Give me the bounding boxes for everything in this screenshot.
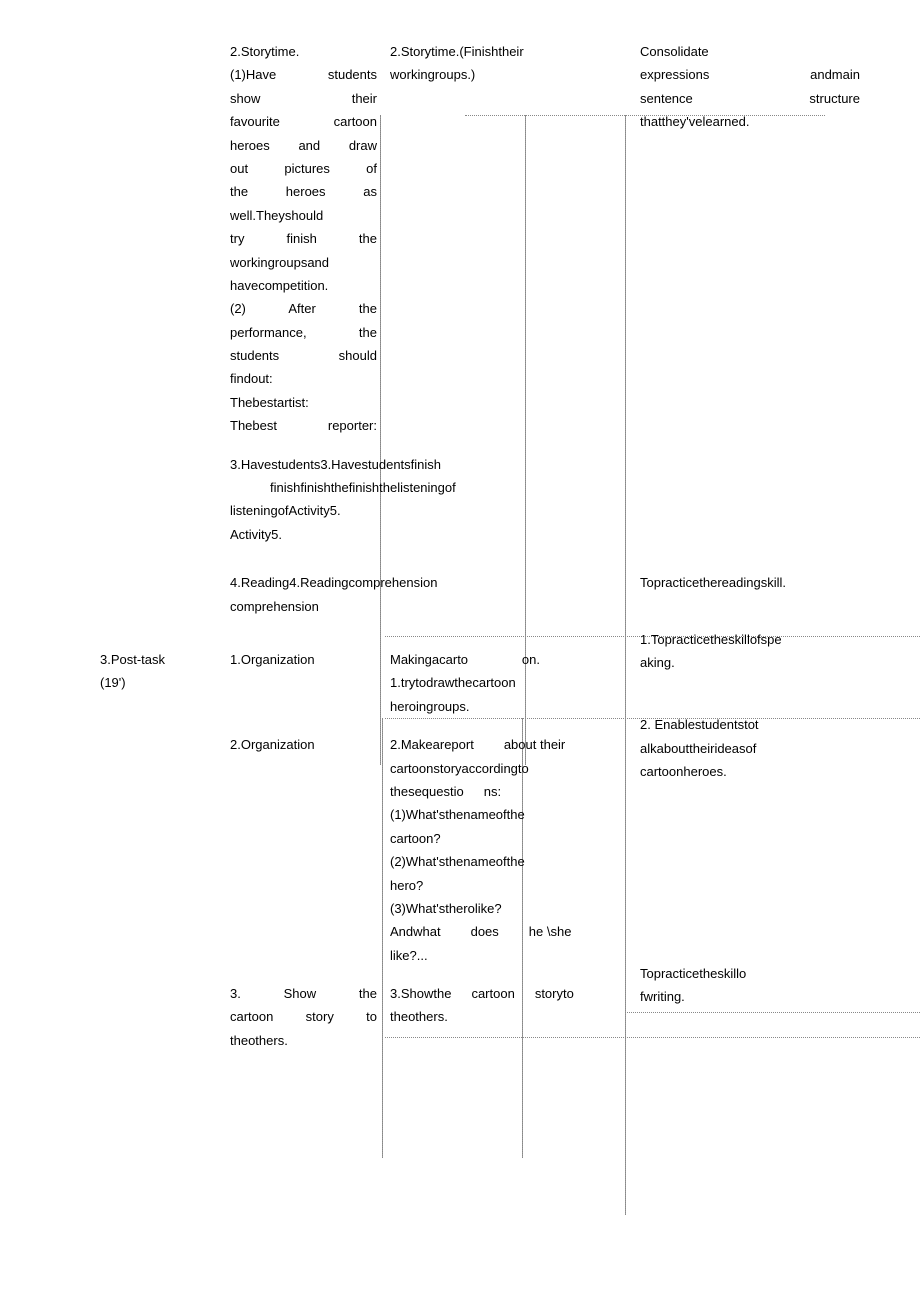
purpose: 2. Enablestudentstot alkabouttheirideaso… <box>625 713 860 967</box>
text-line: on. <box>522 648 540 671</box>
purpose: Topracticetheskillo fwriting. <box>625 962 860 1052</box>
text-line: Consolidate <box>640 40 860 63</box>
text-line: 2. Enablestudentstot <box>640 713 860 736</box>
section-posttask-2: 2.Organization 2.Makeareport about their… <box>100 733 860 967</box>
text-line: 3.Showthe <box>390 982 451 1005</box>
text-line: cartoon? <box>390 827 615 850</box>
text-line: 1.Topracticetheskillofspe <box>640 628 860 651</box>
text-line: heroingroups. <box>390 695 615 718</box>
text-line: aking. <box>640 651 860 674</box>
text-line: Topracticetheskillo <box>640 962 860 985</box>
text-line: about their <box>504 733 565 756</box>
text-line: heroes and draw <box>230 134 377 157</box>
text-line: cartoonstoryaccordingto <box>390 757 615 780</box>
text-line: Thebestartist: <box>230 391 377 414</box>
text-line: 1.trytodrawthecartoon <box>390 671 615 694</box>
teacher-activity: 2.Storytime. (1)Have students show their… <box>230 40 385 438</box>
text-line: 1.Organization <box>230 648 377 671</box>
text-line: 2.Storytime.(Finishtheir <box>390 40 615 63</box>
text-line: thesequestio <box>390 780 464 803</box>
purpose: 1.Topracticetheskillofspe aking. <box>625 628 860 718</box>
text-line: (3)What'stherolike? <box>390 897 615 920</box>
text-line: like?... <box>390 944 615 967</box>
student-activity: Makingacarto on. 1.trytodrawthecartoon h… <box>385 648 625 718</box>
text-line: finishfinishthefinishthelisteningof <box>230 476 617 499</box>
text-line: does <box>471 920 499 943</box>
teacher-activity: 1.Organization <box>230 648 385 718</box>
text-line: out pictures of <box>230 157 377 180</box>
text-line: (2) After the <box>230 297 377 320</box>
text-line: 2.Organization <box>230 733 377 756</box>
text-line: theothers. <box>390 1005 615 1028</box>
text-line: cartoonheroes. <box>640 760 860 783</box>
text-line: try finish the <box>230 227 377 250</box>
text-line: storyto <box>535 982 574 1005</box>
text-line: well.Theyshould <box>230 204 377 227</box>
text-line: hero? <box>390 874 615 897</box>
section-reading: 4.Reading4.Readingcomprehension comprehe… <box>100 571 860 618</box>
activity-merged: 4.Reading4.Readingcomprehension comprehe… <box>230 571 625 618</box>
text-line: Andwhat <box>390 920 441 943</box>
activity-merged: 3.Havestudents3.Havestudentsfinish finis… <box>230 453 625 547</box>
text-line: havecompetition. <box>230 274 377 297</box>
text-line: 3.Post-task <box>100 648 220 671</box>
text-line: sentence structure <box>640 87 860 110</box>
text-line: 4.Reading4.Readingcomprehension <box>230 571 617 594</box>
section-storytime: 2.Storytime. (1)Have students show their… <box>100 40 860 438</box>
stage-label: 3.Post-task (19') <box>100 648 230 718</box>
text-line: thatthey'velearned. <box>640 110 860 133</box>
teacher-activity: 3. Show the cartoon story to theothers. <box>230 982 385 1052</box>
student-activity: 3.Showthe cartoon storyto theothers. <box>385 982 625 1052</box>
text-line: 2.Makeareport <box>390 733 474 756</box>
text-line: workingroups.) <box>390 63 615 86</box>
text-line: favourite cartoon <box>230 110 377 133</box>
text-line: (1)Have students <box>230 63 377 86</box>
section-posttask-1: 3.Post-task (19') 1.Organization Makinga… <box>100 648 860 718</box>
text-line: alkabouttheirideasof <box>640 737 860 760</box>
text-line: the heroes as <box>230 180 377 203</box>
purpose: Topracticethereadingskill. <box>625 571 860 618</box>
teacher-activity: 2.Organization <box>230 733 385 967</box>
student-activity: 2.Storytime.(Finishtheir workingroups.) <box>385 40 625 438</box>
text-line: cartoon <box>471 982 514 1005</box>
text-line: he \she <box>529 920 572 943</box>
text-line: (1)What'sthenameofthe <box>390 803 615 826</box>
text-line: listeningofActivity5. <box>230 499 617 522</box>
text-line: expressions andmain <box>640 63 860 86</box>
text-line: findout: <box>230 367 377 390</box>
text-line: Thebest reporter: <box>230 414 377 437</box>
text-line: Makingacarto <box>390 648 468 671</box>
text-line: workingroupsand <box>230 251 377 274</box>
text-line: fwriting. <box>640 985 860 1008</box>
text-line: (2)What'sthenameofthe <box>390 850 615 873</box>
text-line: show their <box>230 87 377 110</box>
section-listening: 3.Havestudents3.Havestudentsfinish finis… <box>100 453 860 547</box>
text-line: 3.Havestudents3.Havestudentsfinish <box>230 453 617 476</box>
text-line: ns: <box>484 780 501 803</box>
text-line: (19') <box>100 671 220 694</box>
purpose: Consolidate expressions andmain sentence… <box>625 40 860 438</box>
text-line: 2.Storytime. <box>230 40 377 63</box>
text-line: theothers. <box>230 1029 377 1052</box>
text-line: cartoon story to <box>230 1005 377 1028</box>
text-line: comprehension <box>230 595 617 618</box>
lesson-plan-table: 2.Storytime. (1)Have students show their… <box>100 40 860 1187</box>
text-line: Activity5. <box>230 523 617 546</box>
text-line: students should <box>230 344 377 367</box>
section-posttask-3: 3. Show the cartoon story to theothers. … <box>100 982 860 1052</box>
student-activity: 2.Makeareport about their cartoonstoryac… <box>385 733 625 967</box>
text-line: performance, the <box>230 321 377 344</box>
text-line: Topracticethereadingskill. <box>640 571 860 594</box>
text-line: 3. Show the <box>230 982 377 1005</box>
